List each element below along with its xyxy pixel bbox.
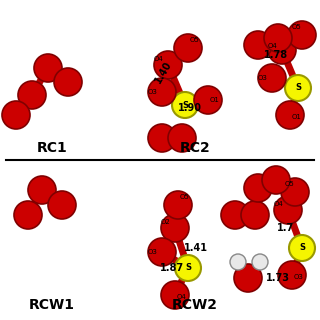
Circle shape (252, 254, 268, 270)
Text: O3: O3 (148, 249, 158, 255)
Circle shape (262, 166, 290, 194)
Circle shape (18, 81, 46, 109)
Circle shape (268, 36, 296, 64)
Circle shape (278, 261, 306, 289)
Text: O3: O3 (258, 75, 268, 81)
Text: O4: O4 (177, 294, 187, 300)
Text: O1: O1 (292, 114, 302, 120)
Text: O4: O4 (274, 201, 284, 207)
Circle shape (244, 31, 272, 59)
Circle shape (276, 101, 304, 129)
Circle shape (289, 235, 315, 261)
Circle shape (234, 264, 262, 292)
Circle shape (168, 124, 196, 152)
Text: 1.90: 1.90 (178, 103, 202, 113)
Text: O5: O5 (180, 194, 190, 200)
Text: S: S (185, 263, 191, 273)
Circle shape (264, 24, 292, 52)
Circle shape (14, 201, 42, 229)
Text: O4: O4 (154, 56, 164, 62)
Text: O1: O1 (210, 97, 220, 103)
Circle shape (241, 201, 269, 229)
Text: 1.78: 1.78 (264, 50, 288, 60)
Text: RCW1: RCW1 (29, 298, 75, 312)
Circle shape (28, 176, 56, 204)
Text: O3: O3 (294, 274, 304, 280)
Circle shape (285, 75, 311, 101)
Text: S: S (299, 244, 305, 252)
Circle shape (194, 86, 222, 114)
Text: O5: O5 (292, 24, 302, 30)
Text: S: S (295, 84, 301, 92)
Circle shape (161, 281, 189, 309)
Circle shape (174, 34, 202, 62)
Circle shape (221, 201, 249, 229)
Circle shape (258, 64, 286, 92)
Circle shape (148, 124, 176, 152)
Circle shape (2, 101, 30, 129)
Text: 1.7: 1.7 (277, 223, 295, 233)
Circle shape (244, 174, 272, 202)
Text: S: S (182, 100, 188, 109)
Circle shape (34, 54, 62, 82)
Text: O3: O3 (148, 89, 158, 95)
Text: RC2: RC2 (180, 141, 210, 155)
Circle shape (230, 254, 246, 270)
Circle shape (161, 214, 189, 242)
Circle shape (172, 92, 198, 118)
Text: O2: O2 (161, 219, 171, 225)
Text: 1.41: 1.41 (184, 243, 208, 253)
Circle shape (54, 68, 82, 96)
Circle shape (281, 178, 309, 206)
Text: 1.87: 1.87 (160, 263, 184, 273)
Text: O5: O5 (285, 181, 295, 187)
Circle shape (148, 238, 176, 266)
Circle shape (164, 191, 192, 219)
Text: RCW2: RCW2 (172, 298, 218, 312)
Circle shape (154, 51, 182, 79)
Circle shape (48, 191, 76, 219)
Circle shape (175, 255, 201, 281)
Text: O5: O5 (190, 37, 200, 43)
Circle shape (274, 196, 302, 224)
Text: O4: O4 (268, 43, 278, 49)
Text: 1.40: 1.40 (153, 59, 173, 85)
Text: RC1: RC1 (36, 141, 68, 155)
Text: 1.73: 1.73 (266, 273, 290, 283)
Circle shape (148, 78, 176, 106)
Circle shape (288, 21, 316, 49)
